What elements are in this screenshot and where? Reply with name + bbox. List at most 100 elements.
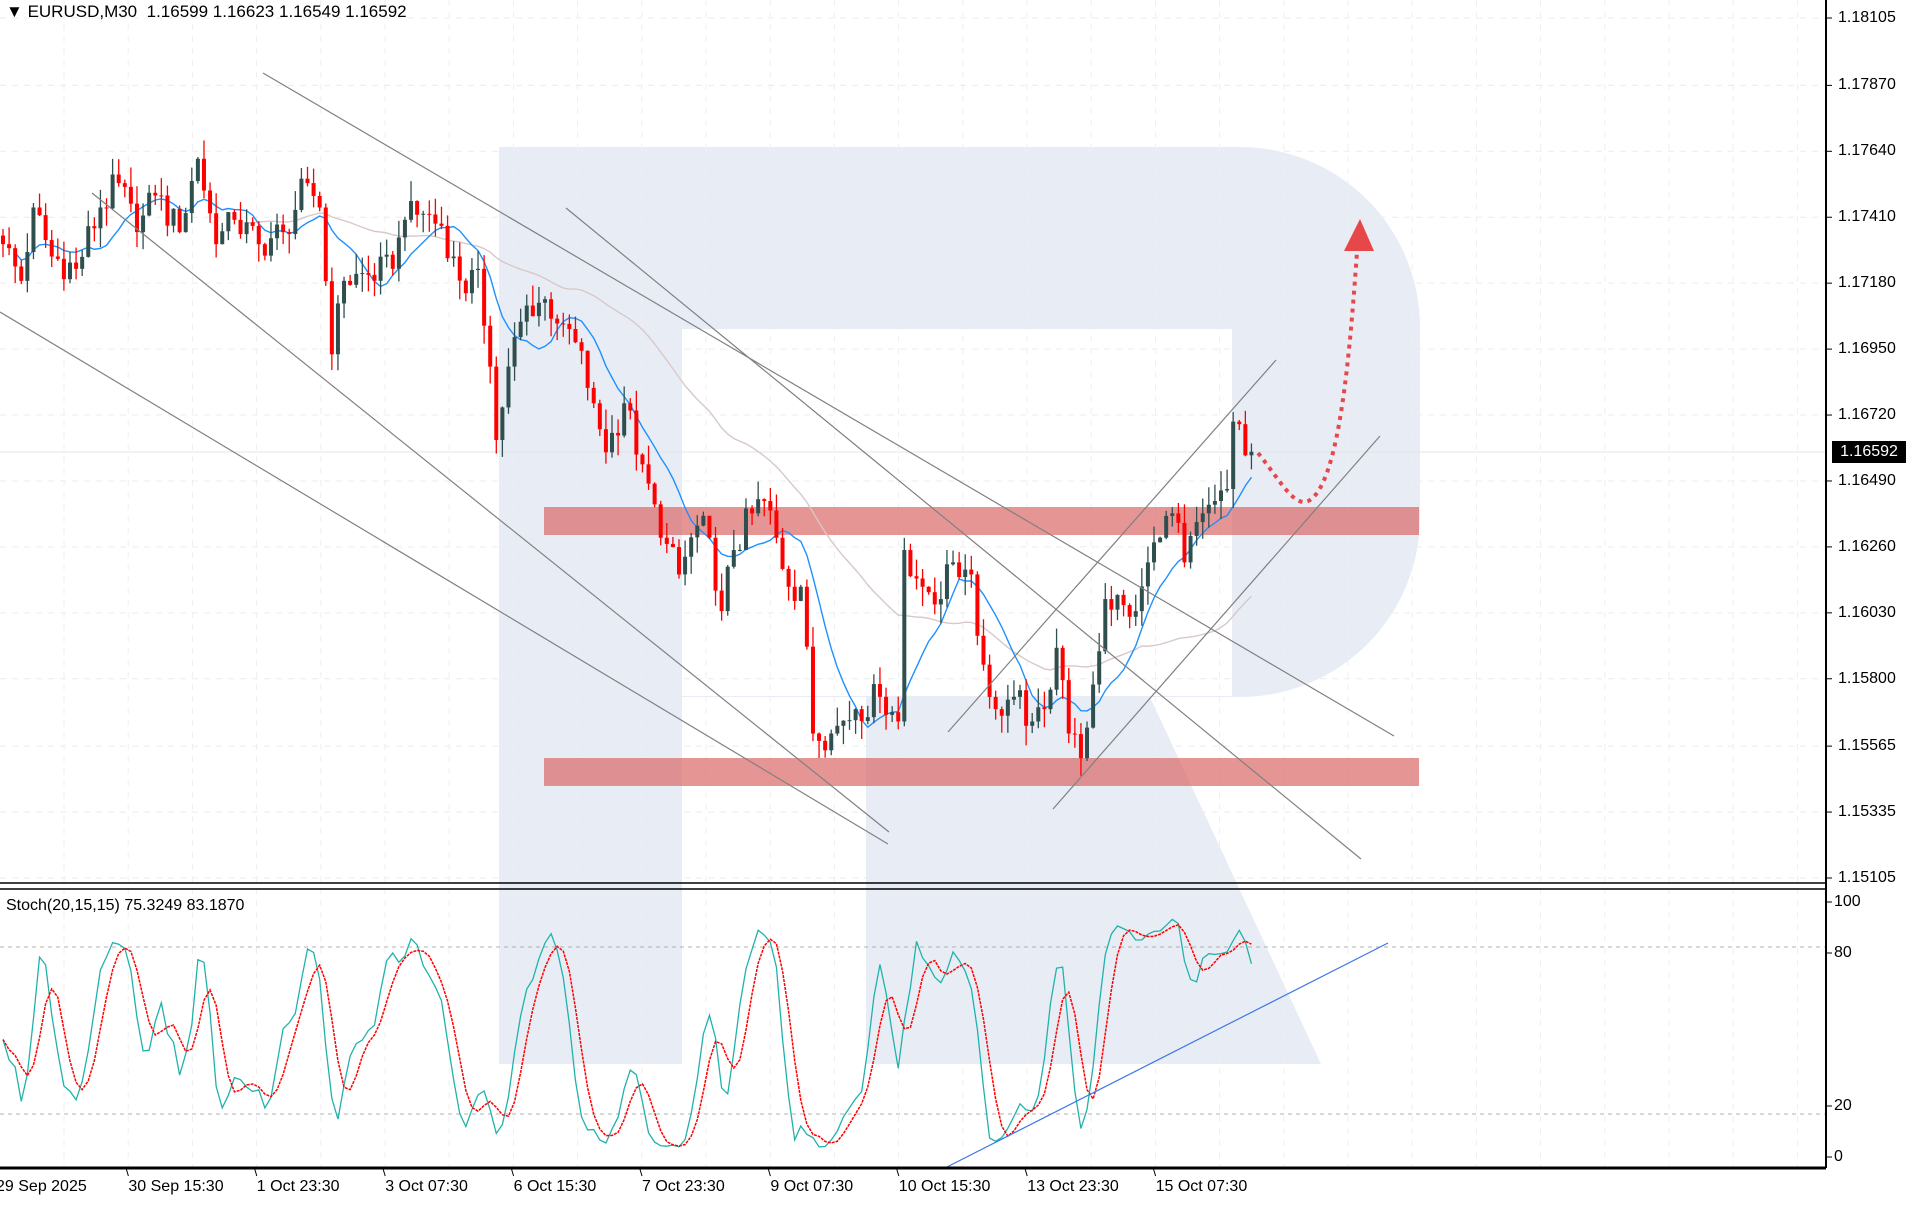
time-tick-label: 6 Oct 15:30 xyxy=(513,1178,597,1195)
stoch-tick-label: 20 xyxy=(1834,1097,1852,1114)
candle-bear xyxy=(993,696,998,710)
candle-bear xyxy=(348,280,353,285)
forecast-arrow-head-icon xyxy=(1344,219,1374,251)
candle-bear xyxy=(311,183,316,196)
candle-bull xyxy=(147,192,152,216)
candle-bull xyxy=(335,303,340,355)
candle-bull xyxy=(268,238,273,256)
stoch-tick-label: 80 xyxy=(1834,944,1852,961)
candle-bull xyxy=(798,586,803,601)
candle-bear xyxy=(1024,690,1029,726)
candle-bull xyxy=(1158,537,1163,543)
trendline-descending-1[interactable] xyxy=(262,72,1395,737)
channel-upper-line[interactable] xyxy=(947,359,1277,733)
candle-bull xyxy=(1249,451,1254,456)
time-tick xyxy=(125,1167,129,1177)
candle-bear xyxy=(1121,594,1126,606)
candle-bear xyxy=(957,562,962,578)
price-tick-label: 1.17180 xyxy=(1838,274,1896,292)
current-price-tag: 1.16592 xyxy=(1832,441,1906,463)
candle-bull xyxy=(378,256,383,281)
candle-bull xyxy=(275,224,280,239)
stoch-trendline[interactable] xyxy=(944,942,1389,1169)
candle-bull xyxy=(841,720,846,726)
candle-bear xyxy=(719,590,724,612)
candle-bear xyxy=(488,325,493,367)
candle-bear xyxy=(1109,599,1114,610)
time-tick-label: 3 Oct 07:30 xyxy=(385,1178,468,1195)
time-tick-label: 9 Oct 07:30 xyxy=(770,1178,854,1195)
candle-bear xyxy=(658,504,663,538)
time-tick xyxy=(382,1167,386,1177)
candle-bull xyxy=(731,550,736,567)
time-tick xyxy=(895,1167,900,1177)
candle-bear xyxy=(573,328,578,343)
candle-bear xyxy=(433,214,438,224)
support-zone[interactable] xyxy=(544,758,1419,786)
collapse-triangle-icon[interactable]: ▼ xyxy=(6,2,23,21)
candle-bull xyxy=(1011,696,1016,700)
candle-bear xyxy=(530,305,535,317)
trendline-descending-3[interactable] xyxy=(91,192,890,833)
candle-bear xyxy=(908,550,913,577)
candle-bear xyxy=(768,501,773,511)
trendline-descending-2[interactable] xyxy=(565,207,1362,860)
candle-bear xyxy=(250,222,255,226)
candle-bear xyxy=(372,274,377,281)
candle-bull xyxy=(890,712,895,715)
price-tick-label: 1.17640 xyxy=(1838,142,1896,160)
candle-bear xyxy=(1066,680,1071,734)
price-tick-label: 1.17870 xyxy=(1838,76,1896,94)
candle-bear xyxy=(1060,647,1065,681)
candle-bull xyxy=(951,562,956,565)
stochastic-lines xyxy=(2,918,1253,1148)
channel-lower-line[interactable] xyxy=(1052,435,1381,810)
candle-bear xyxy=(750,508,755,514)
price-tick-label: 1.15800 xyxy=(1838,669,1896,687)
candle-bear xyxy=(1176,513,1181,523)
candle-bear xyxy=(74,262,79,269)
candle-bear xyxy=(579,342,584,351)
candle-bull xyxy=(944,564,949,600)
candle-bull xyxy=(1139,586,1144,612)
candle-bull xyxy=(683,556,688,575)
candle-bear xyxy=(1042,707,1047,710)
candle-bull xyxy=(689,537,694,557)
candle-bear xyxy=(896,712,901,722)
axis-ticks xyxy=(125,17,1832,1177)
price-tick-label: 1.17410 xyxy=(1838,208,1896,226)
time-tick-label: 13 Oct 23:30 xyxy=(1027,1178,1119,1195)
candle-bull xyxy=(506,366,511,408)
candle-bull xyxy=(183,213,188,233)
candle-bull xyxy=(402,219,407,238)
forecast-arrow[interactable] xyxy=(1256,251,1359,504)
candle-bull xyxy=(1036,707,1041,722)
candle-bear xyxy=(55,256,60,259)
price-tick-label: 1.16720 xyxy=(1838,406,1896,424)
resistance-zone[interactable] xyxy=(544,507,1419,535)
candle-bear xyxy=(999,709,1004,716)
candle-bull xyxy=(1164,515,1169,538)
candle-bull xyxy=(1231,421,1236,489)
candle-bear xyxy=(92,226,97,229)
candle-bear xyxy=(561,323,566,325)
candle-bull xyxy=(1091,684,1096,728)
candle-bear xyxy=(317,195,322,208)
candle-bear xyxy=(159,195,164,197)
candle-bear xyxy=(116,174,121,184)
candle-bull xyxy=(1170,513,1175,516)
candle-bear xyxy=(427,213,432,215)
price-tick-label: 1.16490 xyxy=(1838,471,1896,489)
candle-bull xyxy=(524,305,529,322)
time-tick-label: 10 Oct 15:30 xyxy=(898,1178,991,1195)
candle-bull xyxy=(25,252,30,281)
candle-bull xyxy=(469,270,474,294)
candle-bear xyxy=(1078,734,1083,759)
candle-bear xyxy=(122,183,127,187)
candle-bull xyxy=(226,212,231,232)
price-tick-label: 1.15105 xyxy=(1838,869,1896,886)
trendline-descending-4[interactable] xyxy=(0,311,889,845)
candle-bull xyxy=(743,508,748,550)
candle-bear xyxy=(707,515,712,538)
